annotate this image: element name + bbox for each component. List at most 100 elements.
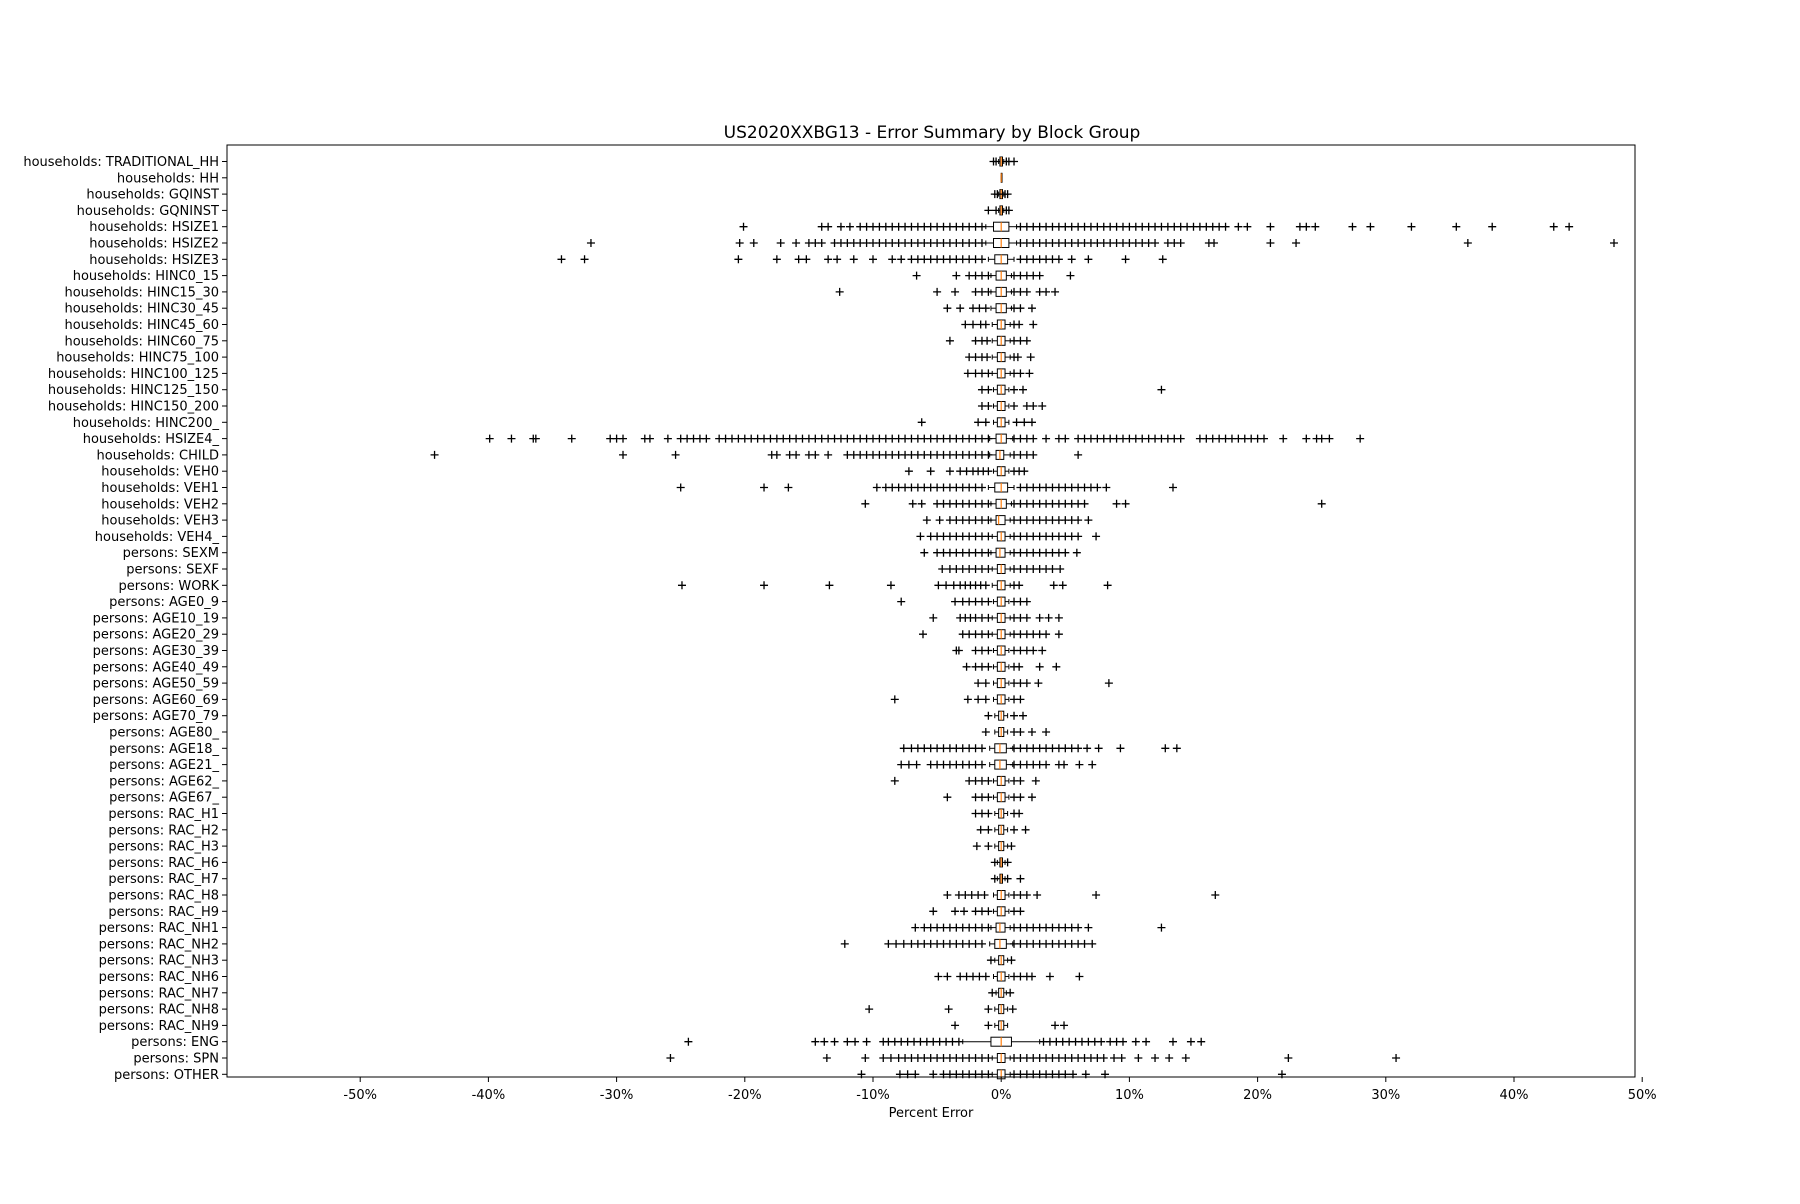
flier-marker [886, 581, 895, 590]
flier-marker [945, 467, 954, 476]
box-group [840, 938, 1097, 949]
flier-marker [1121, 255, 1130, 264]
flier-marker [963, 695, 972, 704]
box-group [684, 1036, 1206, 1047]
box-group [943, 792, 1036, 803]
y-tick-label: households: GQNINST [77, 204, 219, 219]
y-tick-label: households: VEH1 [101, 481, 219, 496]
flier-marker [974, 679, 983, 688]
y-tick-label: persons: AGE50_59 [93, 677, 219, 692]
flier-marker [912, 271, 921, 280]
flier-marker [739, 222, 748, 231]
flier-marker [1015, 662, 1024, 671]
flier-marker [835, 287, 844, 296]
flier-marker [1317, 434, 1326, 443]
flier-marker [1003, 874, 1012, 883]
flier-marker [784, 483, 793, 492]
flier-marker [760, 483, 769, 492]
flier-marker [1161, 744, 1170, 753]
flier-marker [1084, 255, 1093, 264]
flier-marker [1035, 271, 1044, 280]
flier-marker [1029, 646, 1038, 655]
flier-marker [943, 793, 952, 802]
box-group [911, 922, 1166, 933]
flier-marker [960, 907, 969, 916]
box-group [861, 498, 1326, 509]
flier-marker [943, 304, 952, 313]
flier-marker [1010, 157, 1019, 166]
flier-marker [811, 1037, 820, 1046]
box-group [929, 612, 1063, 623]
flier-marker [1197, 1037, 1206, 1046]
flier-marker [981, 695, 990, 704]
flier-marker [892, 939, 901, 948]
flier-marker [904, 760, 913, 769]
flier-marker [992, 157, 1001, 166]
flier-marker [984, 548, 993, 557]
y-tick-label: households: VEH4_ [95, 530, 220, 545]
flier-marker [879, 1054, 888, 1062]
flier-marker [1013, 353, 1022, 362]
flier-marker [920, 548, 929, 557]
flier-marker [1066, 271, 1075, 280]
flier-marker [1488, 222, 1497, 231]
flier-marker [557, 255, 566, 264]
flier-marker [1016, 874, 1025, 883]
flier-marker [888, 255, 897, 264]
flier-marker [1302, 222, 1311, 231]
flier-marker [1015, 581, 1024, 590]
flier-marker [663, 434, 672, 443]
flier-marker [749, 239, 758, 247]
flier-marker [890, 776, 899, 785]
flier-marker [988, 988, 997, 997]
box-group [918, 629, 1063, 640]
box [994, 938, 1007, 949]
flier-marker [922, 516, 931, 525]
y-tick-label: households: HH [117, 171, 219, 186]
box-group [952, 645, 1047, 656]
y-tick-label: persons: ENG [131, 1035, 219, 1050]
flier-marker [1042, 434, 1051, 443]
flier-marker [984, 369, 993, 378]
flier-marker [1051, 1021, 1060, 1030]
y-tick-label: persons: AGE60_69 [93, 693, 219, 708]
y-tick-label: persons: AGE0_9 [109, 595, 219, 610]
box [994, 743, 1007, 754]
flier-marker [981, 304, 990, 313]
flier-marker [1056, 565, 1065, 573]
flier-marker [1026, 353, 1035, 362]
flier-marker [734, 255, 743, 264]
flier-marker [984, 907, 993, 916]
flier-marker [1099, 1054, 1108, 1062]
flier-marker [980, 891, 989, 899]
flier-marker [1022, 891, 1031, 899]
flier-marker [1027, 793, 1036, 802]
flier-marker [1102, 483, 1111, 492]
y-tick-label: persons: SPN [133, 1052, 219, 1067]
flier-marker [968, 320, 977, 329]
flier-marker [1045, 972, 1054, 981]
flier-marker [772, 450, 781, 459]
flier-marker [981, 728, 990, 736]
flier-marker [1054, 630, 1063, 639]
box [995, 922, 1006, 933]
flier-marker [984, 646, 993, 655]
flier-marker [1010, 711, 1019, 720]
box-group [676, 482, 1177, 493]
box-group [951, 1020, 1069, 1031]
flier-marker [984, 402, 993, 410]
box-group [943, 303, 1036, 314]
flier-marker [1302, 434, 1311, 443]
y-tick-label: persons: AGE40_49 [93, 660, 219, 675]
flier-marker [1029, 450, 1038, 459]
flier-marker [1034, 679, 1043, 688]
flier-marker [929, 907, 938, 916]
x-tick-label: 30% [1371, 1088, 1400, 1103]
flier-marker [963, 369, 972, 378]
flier-marker [1392, 1054, 1401, 1062]
flier-marker [1158, 255, 1167, 264]
box-group [897, 759, 1097, 770]
flier-marker [825, 581, 834, 590]
